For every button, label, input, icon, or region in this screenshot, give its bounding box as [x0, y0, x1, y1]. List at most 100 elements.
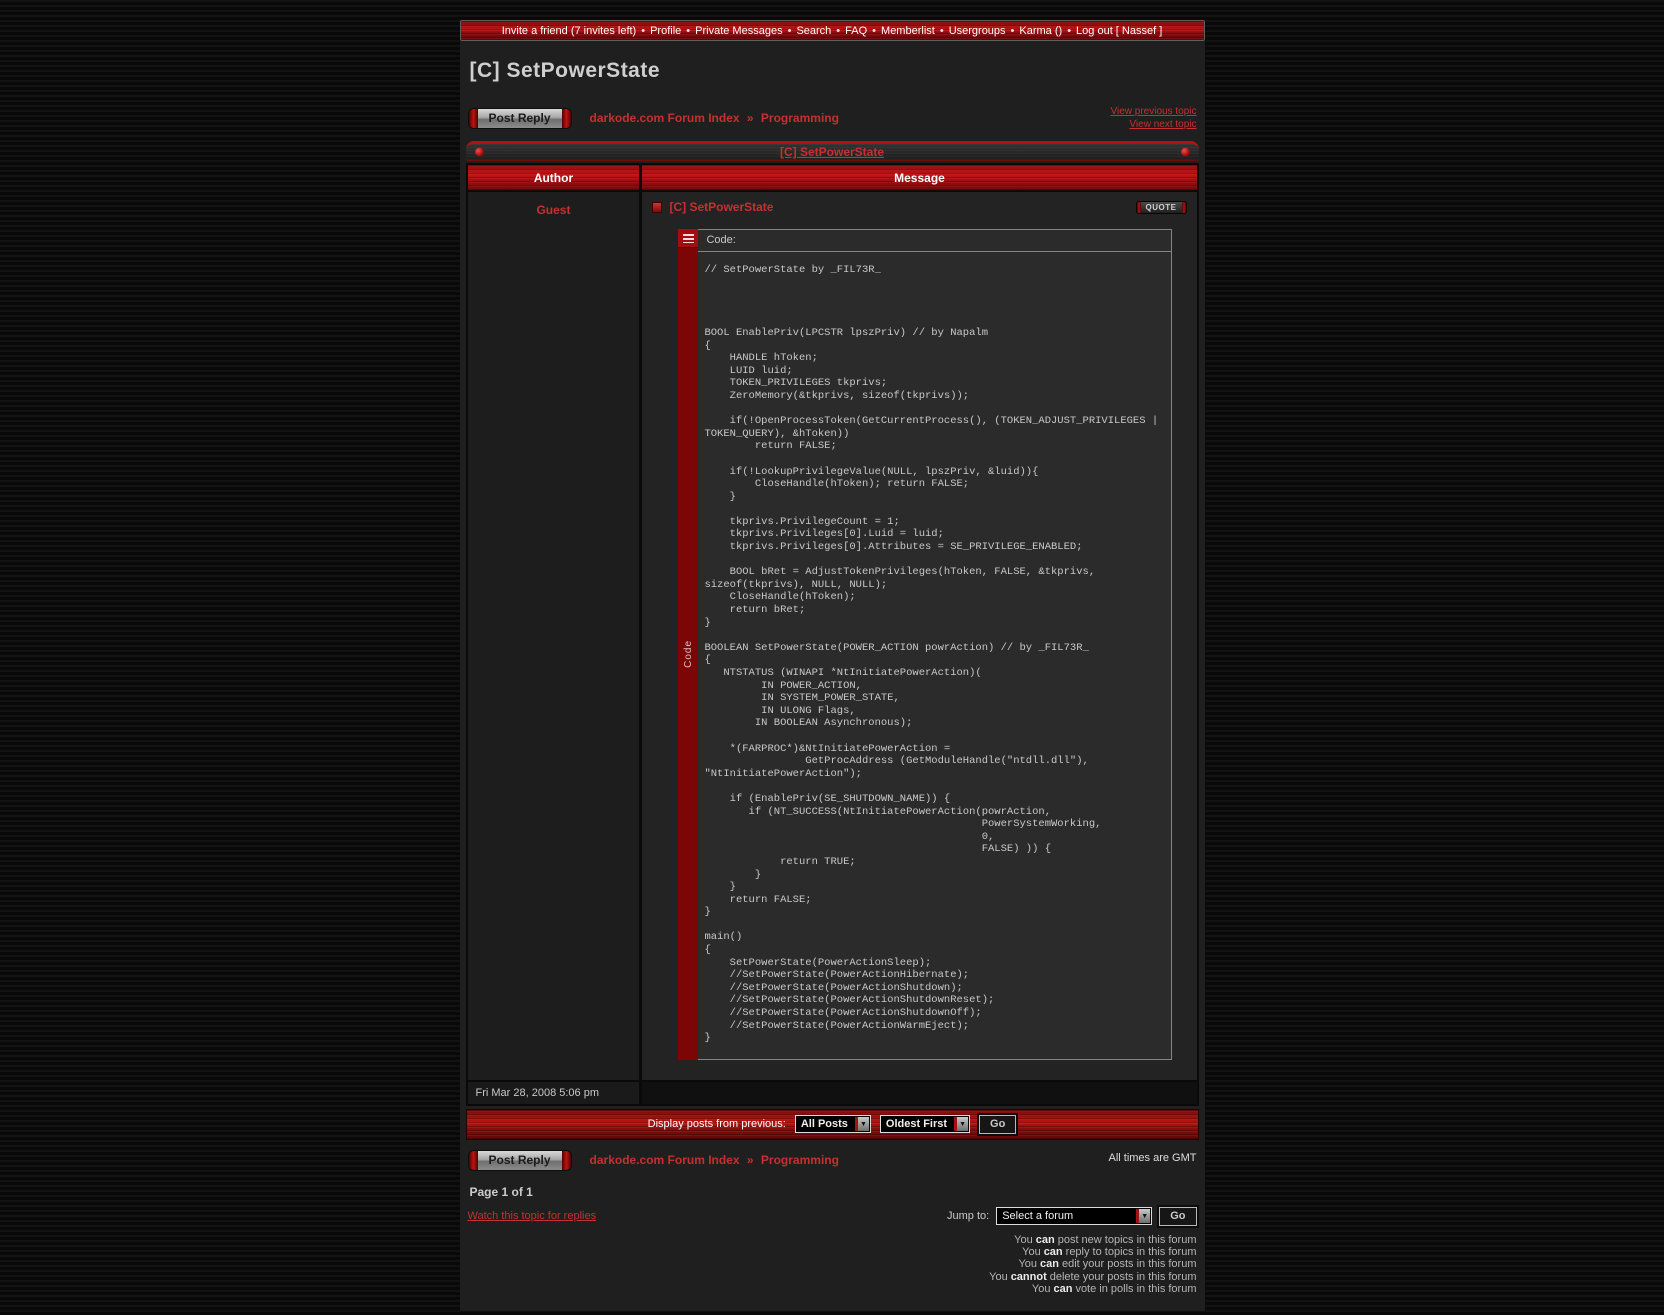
button-red-cap [561, 108, 571, 128]
permission-text: edit your posts in this forum [1061, 1258, 1197, 1271]
quote-button[interactable]: QUOTE [1135, 200, 1187, 214]
red-dot-icon [474, 147, 484, 157]
view-previous-topic-link[interactable]: View previous topic [1110, 106, 1197, 117]
minipost-icon [652, 201, 663, 213]
permission-text: vote in polls in this forum [1075, 1283, 1197, 1295]
breadcrumb-separator: » [746, 111, 754, 125]
permission-text: You [1022, 1246, 1041, 1259]
nav-invite-a-friend[interactable]: Invite a friend (7 invites left) [501, 24, 637, 37]
message-column-header: Message [894, 170, 945, 185]
permission-delete-posts: You cannot delete your posts in this forum [466, 1271, 1196, 1283]
display-posts-label: Display posts from previous: [647, 1118, 786, 1131]
breadcrumb-forum-index-link[interactable]: darkode.com Forum Index [589, 111, 740, 125]
nav-private-messages[interactable]: Private Messages [695, 24, 783, 37]
nav-memberlist[interactable]: Memberlist [881, 24, 935, 37]
topic-table: Author Message Guest [C] SetPowerState Q… [465, 163, 1199, 1106]
bottom-controls-row: Post Reply darkode.com Forum Index » Pro… [467, 1149, 1197, 1171]
nav-profile[interactable]: Profile [650, 24, 682, 37]
dropdown-arrow-icon[interactable]: ▼ [854, 1117, 869, 1132]
post-author-cell: Guest [467, 192, 643, 1080]
code-strip-label: Code [682, 639, 694, 668]
content-area: [C] SetPowerState Post Reply darkode.com… [459, 41, 1205, 1312]
breadcrumb: darkode.com Forum Index » Programming [590, 111, 1111, 125]
dropdown-arrow-icon[interactable]: ▼ [954, 1117, 969, 1132]
nav-log-out[interactable]: Log out [ Nassef ] [1076, 24, 1163, 37]
permission-post-topics: You can post new topics in this forum [466, 1233, 1196, 1246]
forum-permissions: You can post new topics in this forum You c… [466, 1234, 1199, 1295]
code-list-icon [678, 229, 699, 248]
list-lines-glyph [682, 233, 694, 243]
button-red-cap [468, 108, 478, 128]
post-date-filler [642, 1081, 1197, 1104]
quote-button-label: QUOTE [1140, 201, 1182, 213]
permission-text: reply to topics in this forum [1065, 1246, 1197, 1259]
post-message-cell: [C] SetPowerState QUOTE Code [642, 192, 1197, 1080]
nav-search[interactable]: Search [796, 24, 832, 37]
post-reply-label: Post Reply [477, 108, 562, 128]
sort-order-select[interactable]: Oldest First ▼ [879, 1115, 971, 1134]
button-red-cap [468, 1150, 478, 1170]
bullet-separator: • [787, 24, 792, 37]
topic-title-link[interactable]: [C] SetPowerState [779, 145, 885, 159]
jump-go-button[interactable]: Go [1159, 1206, 1197, 1226]
nav-karma[interactable]: Karma () [1019, 24, 1063, 37]
bullet-separator: • [686, 24, 691, 37]
posts-filter-select[interactable]: All Posts ▼ [794, 1115, 871, 1134]
bullet-separator: • [939, 24, 944, 37]
post-reply-label: Post Reply [477, 1150, 562, 1170]
topic-title-bar: [C] SetPowerState [465, 141, 1199, 161]
code-block: Code Code: // SetPowerState by _FIL73R_ … [678, 229, 1173, 1060]
permission-verb: can [1035, 1233, 1055, 1246]
view-next-topic-link[interactable]: View next topic [1129, 119, 1197, 130]
post-reply-button[interactable]: Post Reply [467, 107, 572, 129]
bullet-separator: • [1010, 24, 1015, 37]
nav-faq[interactable]: FAQ [845, 24, 868, 37]
post-date: Fri Mar 28, 2008 5:06 pm [467, 1081, 643, 1104]
all-times-label: All times are GMT [1108, 1151, 1197, 1164]
post-author-name: Guest [536, 203, 571, 217]
button-red-cap [561, 1150, 571, 1170]
post-subject: [C] SetPowerState [669, 200, 774, 214]
code-label: Code: [698, 230, 1172, 252]
code-panel: Code: // SetPowerState by _FIL73R_ BOOL … [698, 229, 1173, 1060]
watch-jump-row: Watch this topic for replies Jump to: Se… [467, 1206, 1197, 1226]
dropdown-arrow-icon[interactable]: ▼ [1136, 1209, 1151, 1224]
table-header-row: Author Message [467, 165, 1197, 190]
page-column: Invite a friend (7 invites left) • Profi… [459, 0, 1205, 1312]
sort-order-value: Oldest First [885, 1118, 948, 1131]
top-nav-bar: Invite a friend (7 invites left) • Profi… [459, 20, 1205, 41]
permission-verb: can [1040, 1258, 1059, 1271]
jump-to-select[interactable]: Select a forum ▼ [996, 1207, 1153, 1226]
permission-vote-polls: You can vote in polls in this forum [466, 1283, 1197, 1295]
posts-filter-value: All Posts [800, 1118, 848, 1131]
page-indicator: Page 1 of 1 [469, 1184, 533, 1199]
nav-usergroups[interactable]: Usergroups [948, 24, 1006, 37]
display-go-button[interactable]: Go [979, 1114, 1017, 1134]
code-strip-vertical: Code [683, 248, 694, 1060]
breadcrumb-separator: » [746, 1153, 754, 1168]
post-date-row: Fri Mar 28, 2008 5:06 pm [467, 1079, 1197, 1104]
post-subject-row: [C] SetPowerState QUOTE [652, 200, 1187, 214]
breadcrumb-section-link[interactable]: Programming [760, 111, 839, 125]
jump-to-label: Jump to: [947, 1210, 990, 1223]
bullet-separator: • [872, 24, 877, 37]
post-reply-button-bottom[interactable]: Post Reply [467, 1149, 572, 1171]
watch-topic-link[interactable]: Watch this topic for replies [467, 1210, 597, 1223]
bullet-separator: • [836, 24, 841, 37]
author-column-header: Author [468, 165, 643, 190]
bullet-separator: • [641, 24, 646, 37]
jump-to-value: Select a forum [1002, 1210, 1074, 1223]
permission-text: You [1018, 1258, 1038, 1271]
top-controls-row: Post Reply darkode.com Forum Index » Pro… [467, 105, 1197, 131]
display-posts-bar: Display posts from previous: All Posts ▼… [465, 1108, 1199, 1140]
breadcrumb-forum-index-link[interactable]: darkode.com Forum Index [589, 1153, 740, 1168]
bullet-separator: • [1067, 24, 1072, 37]
breadcrumb-section-link[interactable]: Programming [760, 1153, 839, 1168]
permission-text: You [1014, 1233, 1033, 1246]
permission-verb: can [1053, 1283, 1073, 1295]
red-dot-icon [1180, 147, 1190, 157]
permission-edit-posts: You can edit your posts in this forum [466, 1258, 1197, 1271]
breadcrumb-bottom: darkode.com Forum Index » Programming [590, 1153, 1109, 1167]
permission-verb: can [1043, 1246, 1063, 1259]
permission-reply-topics: You can reply to topics in this forum [466, 1246, 1197, 1259]
